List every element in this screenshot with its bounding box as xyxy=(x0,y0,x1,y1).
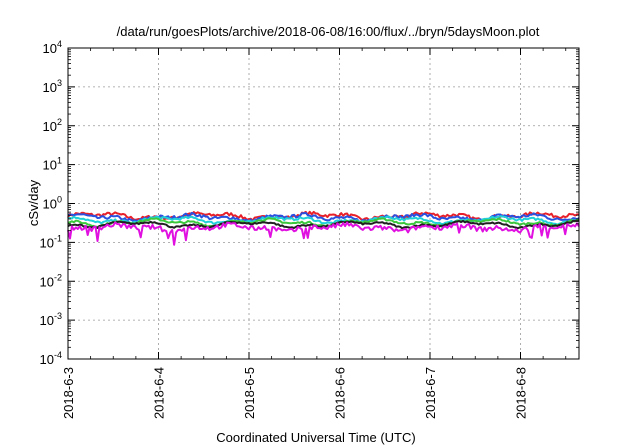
y-tick-label: 104 xyxy=(43,39,62,56)
y-axis-label: cSv/day xyxy=(26,179,41,226)
x-axis-label: Coordinated Universal Time (UTC) xyxy=(216,430,415,445)
x-tick-label: 2018-6-7 xyxy=(423,367,438,419)
y-tick-label: 10-2 xyxy=(40,272,62,289)
y-tick-label: 101 xyxy=(43,156,62,173)
series-line xyxy=(67,215,580,226)
series-line xyxy=(67,219,580,230)
plot-frame xyxy=(67,47,580,360)
grid-lines xyxy=(68,48,579,359)
y-tick-label: 100 xyxy=(43,195,62,212)
chart-title: /data/run/goesPlots/archive/2018-06-08/1… xyxy=(117,24,540,39)
x-tick-label: 2018-6-5 xyxy=(242,367,257,419)
y-tick-label: 10-3 xyxy=(40,311,62,328)
y-tick-label: 10-4 xyxy=(40,350,62,367)
axis-ticks: 10-4 10-3 10-2 10-1 100 101 102 103 104 2018-6-3 2… xyxy=(40,39,579,419)
y-tick-label: 10-1 xyxy=(40,233,62,250)
y-tick-label: 103 xyxy=(43,78,62,95)
x-tick-label: 2018-6-8 xyxy=(514,367,529,419)
y-tick-label: 102 xyxy=(43,117,62,134)
x-tick-label: 2018-6-6 xyxy=(333,367,348,419)
series-line xyxy=(67,221,580,246)
data-series xyxy=(67,210,580,246)
x-tick-label: 2018-6-3 xyxy=(61,367,76,419)
x-tick-label: 2018-6-4 xyxy=(152,367,167,419)
